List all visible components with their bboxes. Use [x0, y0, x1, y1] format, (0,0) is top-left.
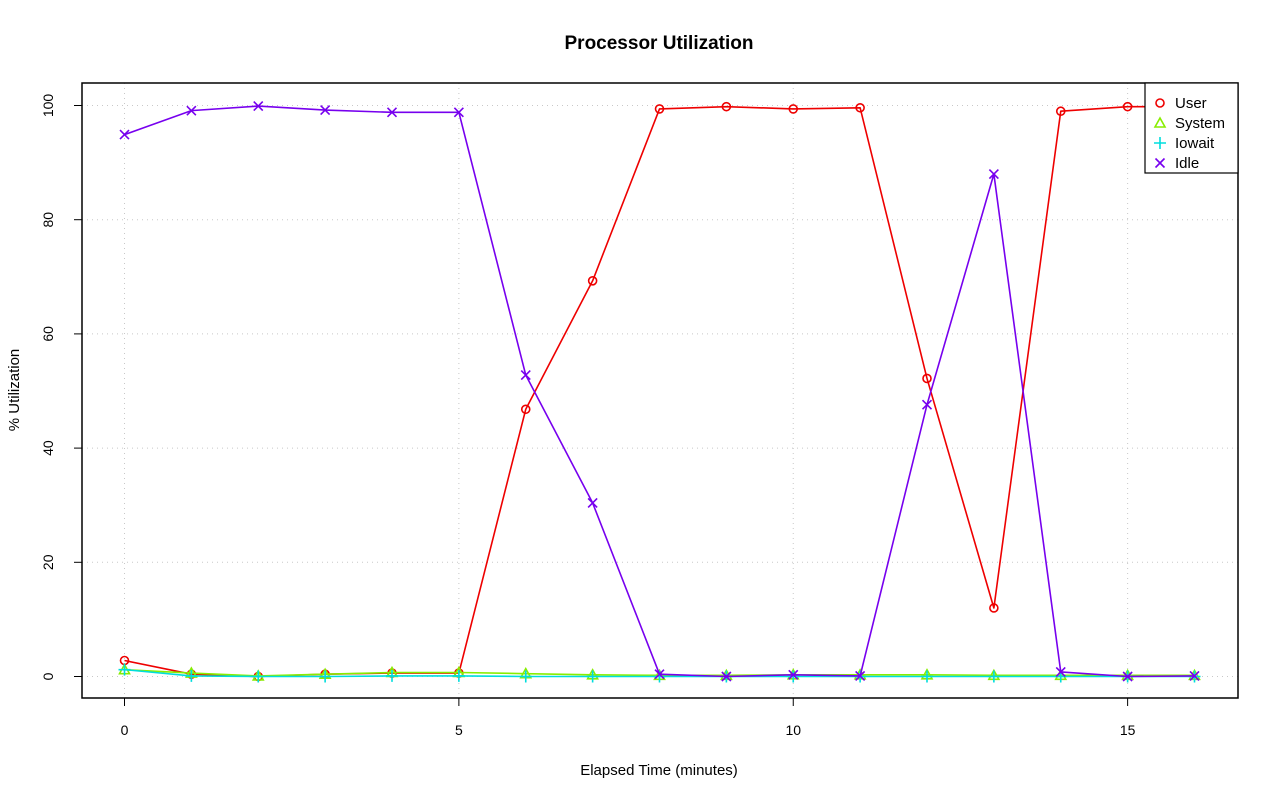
- data-point-user: [654, 104, 665, 114]
- data-point-idle: [654, 669, 665, 680]
- data-point-idle: [386, 107, 398, 118]
- data-point-idle: [721, 671, 732, 682]
- y-axis-label: % Utilization: [6, 349, 23, 432]
- x-tick-label: 15: [1120, 722, 1136, 738]
- data-point-idle: [587, 497, 598, 508]
- data-point-iowait: [586, 670, 599, 683]
- data-point-idle: [1055, 666, 1066, 677]
- legend-marker-user: [1155, 98, 1165, 108]
- legend-marker-iowait: [1154, 137, 1166, 149]
- legend: User System Iowait Idle: [1144, 82, 1239, 174]
- data-point-user: [922, 373, 932, 384]
- data-point-user: [520, 404, 531, 415]
- data-point-idle: [855, 670, 866, 681]
- data-point-idle: [186, 105, 197, 116]
- series-layer: [118, 101, 1201, 683]
- data-point-iowait: [921, 670, 933, 683]
- series-line-idle: [124, 105, 1195, 678]
- data-point-iowait: [118, 663, 131, 676]
- legend-item-system: System: [1153, 115, 1225, 132]
- chart-title: Processor Utilization: [565, 33, 754, 54]
- data-point-idle: [1122, 671, 1133, 682]
- data-point-idle: [988, 168, 999, 180]
- data-point-iowait: [185, 669, 198, 682]
- data-point-user: [855, 102, 865, 113]
- x-tick-label: 5: [455, 722, 463, 738]
- series-idle: [119, 101, 1200, 682]
- legend-label-iowait: Iowait: [1175, 135, 1215, 152]
- data-point-user: [1055, 106, 1066, 117]
- data-point-iowait: [252, 670, 265, 683]
- legend-item-idle: Idle: [1154, 155, 1199, 172]
- y-axis: 0 20 40 60 80 100: [40, 94, 83, 680]
- legend-item-iowait: Iowait: [1154, 135, 1215, 152]
- data-point-user: [587, 275, 598, 286]
- y-tick-label: 100: [40, 94, 56, 118]
- legend-item-user: User: [1155, 95, 1207, 112]
- series-line-user: [124, 105, 1195, 678]
- data-point-idle: [520, 369, 531, 381]
- data-point-iowait: [452, 669, 465, 682]
- data-point-user: [1122, 101, 1133, 112]
- x-tick-label: 0: [121, 722, 129, 738]
- data-point-iowait: [987, 670, 1000, 683]
- y-tick-label: 20: [40, 554, 56, 570]
- data-point-user: [721, 101, 732, 112]
- data-point-user: [788, 104, 799, 114]
- data-point-idle: [453, 107, 464, 118]
- data-point-idle: [1189, 670, 1200, 681]
- legend-box: [1144, 82, 1239, 174]
- plot-frame: [81, 82, 1239, 699]
- data-point-idle: [320, 105, 331, 116]
- y-tick-label: 0: [40, 672, 56, 680]
- y-tick-label: 40: [40, 440, 56, 456]
- legend-marker-idle: [1154, 157, 1166, 169]
- data-point-iowait: [519, 670, 532, 683]
- legend-label-user: User: [1175, 95, 1207, 112]
- data-point-idle: [253, 101, 264, 112]
- data-point-idle: [788, 669, 799, 680]
- data-point-iowait: [787, 670, 800, 683]
- legend-label-idle: Idle: [1175, 155, 1199, 172]
- legend-marker-system: [1153, 116, 1167, 128]
- x-axis: 0 5 10 15: [121, 697, 1136, 738]
- y-tick-label: 80: [40, 212, 56, 228]
- data-point-iowait: [319, 670, 332, 683]
- data-point-idle: [119, 129, 130, 140]
- y-tick-label: 60: [40, 326, 56, 342]
- data-point-idle: [921, 399, 933, 410]
- series-user: [119, 101, 1200, 682]
- x-axis-label: Elapsed Time (minutes): [580, 762, 738, 779]
- x-tick-label: 10: [785, 722, 801, 738]
- grid: [82, 83, 1238, 698]
- data-point-user: [989, 603, 999, 613]
- legend-label-system: System: [1175, 115, 1225, 132]
- data-point-iowait: [386, 669, 398, 682]
